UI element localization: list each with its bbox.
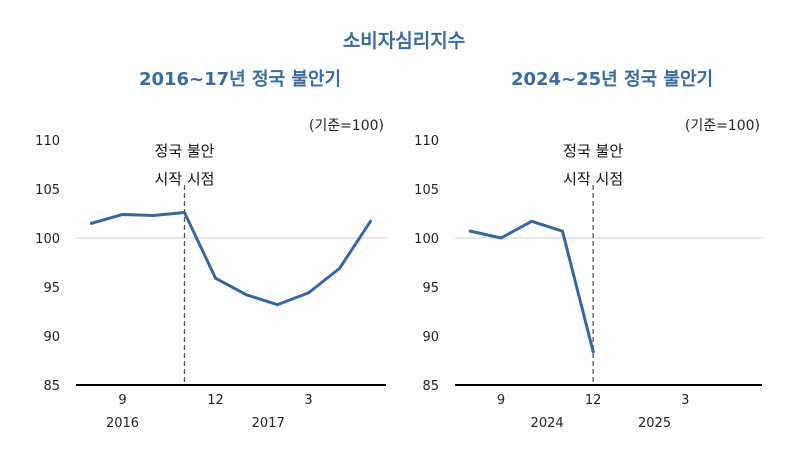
y-tick-label: 95 — [422, 281, 439, 296]
series-point — [591, 350, 595, 354]
y-tick-label: 100 — [35, 232, 60, 247]
series-point — [183, 211, 186, 215]
chart-title: 2024~25년 정국 불안기 — [511, 69, 713, 90]
y-tick-label: 85 — [43, 379, 60, 394]
main-title: 소비자심리지수 — [343, 30, 465, 52]
series-line — [90, 211, 372, 307]
y-tick-label: 85 — [422, 379, 439, 394]
x-year-label: 2017 — [252, 416, 285, 431]
y-tick-label: 110 — [35, 134, 60, 149]
x-tick-label: 12 — [585, 393, 602, 408]
y-tick-label: 90 — [43, 330, 60, 345]
event-annotation: 정국 불안 — [563, 142, 623, 160]
x-tick-label: 3 — [681, 393, 689, 408]
y-tick-label: 105 — [35, 183, 60, 198]
series-line — [468, 219, 595, 354]
y-tick-label: 90 — [422, 330, 439, 345]
series-point — [499, 236, 503, 240]
unit-note: (기준=100) — [685, 118, 760, 134]
y-tick-label: 95 — [43, 281, 60, 296]
series-point — [90, 221, 93, 225]
event-annotation: 시작 시점 — [563, 170, 623, 188]
chart-panel-1: 2016~17년 정국 불안기 (기준=100) 85 90 95 100 105 110 9 1… — [35, 69, 386, 431]
chart-title: 2016~17년 정국 불안기 — [139, 69, 341, 90]
unit-note: (기준=100) — [309, 118, 384, 134]
chart-panel-2: 2024~25년 정국 불안기 (기준=100) 85 90 95 100 105 110 9 1… — [414, 69, 762, 431]
series-point — [468, 229, 472, 233]
series-point — [214, 276, 217, 280]
x-tick-label: 3 — [304, 393, 312, 408]
series-point — [338, 266, 341, 270]
series-point — [530, 219, 534, 223]
x-tick-label: 12 — [207, 393, 224, 408]
x-year-label: 2016 — [106, 416, 139, 431]
series-point — [560, 229, 564, 233]
series-point — [369, 219, 372, 223]
series-point — [245, 293, 248, 297]
series-point — [121, 212, 124, 216]
x-tick-label: 9 — [118, 393, 126, 408]
x-year-label: 2025 — [638, 416, 671, 431]
series-point — [276, 303, 279, 307]
event-annotation: 정국 불안 — [155, 142, 215, 160]
y-tick-label: 100 — [414, 232, 439, 247]
y-tick-label: 110 — [414, 134, 439, 149]
series-point — [152, 213, 155, 217]
x-year-label: 2024 — [531, 416, 564, 431]
x-tick-label: 9 — [497, 393, 505, 408]
series-point — [307, 291, 310, 295]
y-tick-label: 105 — [414, 183, 439, 198]
event-annotation: 시작 시점 — [155, 170, 215, 188]
